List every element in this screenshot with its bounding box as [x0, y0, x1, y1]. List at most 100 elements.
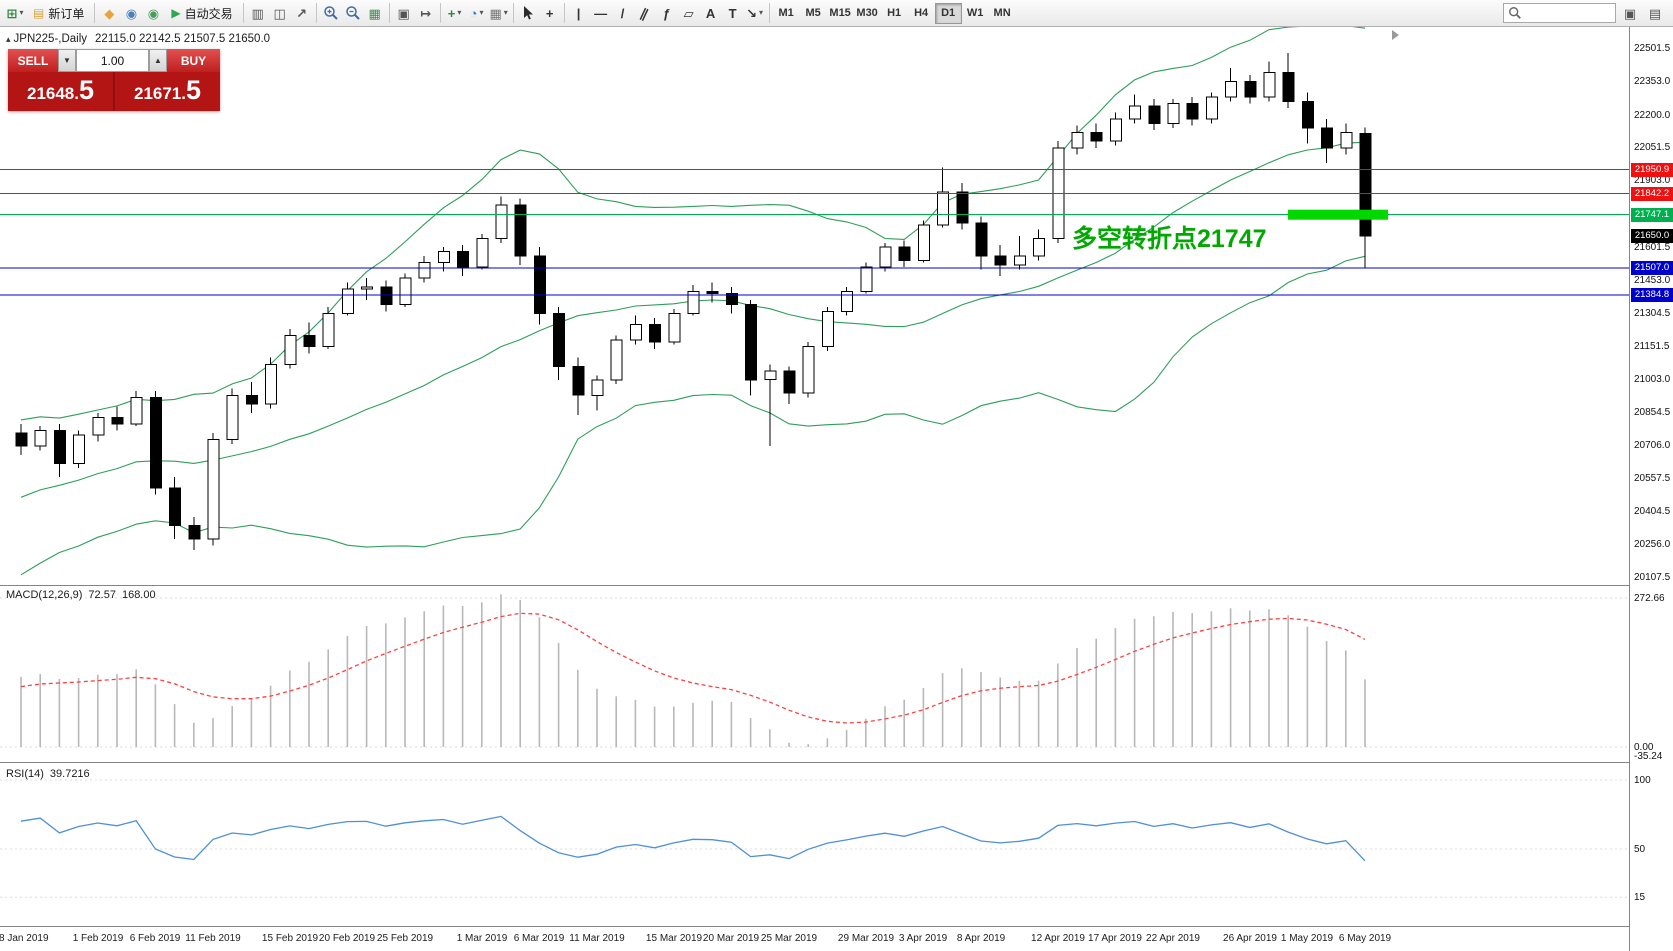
label-icon[interactable]: T	[728, 5, 737, 21]
candle[interactable]	[380, 286, 393, 306]
bollinger-lower-band[interactable]	[20, 255, 1366, 576]
vertical-line-icon[interactable]: |	[576, 5, 581, 21]
candle[interactable]	[245, 394, 258, 405]
text-icon[interactable]: A	[705, 5, 716, 21]
candle[interactable]	[169, 487, 182, 527]
sell-button[interactable]: SELL	[8, 49, 58, 72]
indicators-icon[interactable]: + ▾	[447, 5, 462, 21]
candle[interactable]	[802, 346, 815, 394]
buy-button[interactable]: BUY	[167, 49, 220, 72]
candle[interactable]	[1186, 103, 1199, 120]
candle[interactable]	[476, 237, 489, 268]
panel-separator[interactable]	[0, 762, 1629, 763]
crosshair-icon[interactable]: +	[545, 5, 554, 21]
arrange-windows-icon[interactable]: ▣	[397, 5, 410, 21]
candle[interactable]	[687, 290, 700, 314]
community-icon[interactable]: ◉	[147, 5, 160, 21]
candle[interactable]	[1109, 118, 1122, 142]
candle[interactable]	[994, 255, 1007, 266]
candle[interactable]	[533, 255, 546, 314]
candle[interactable]	[1167, 103, 1180, 124]
candle[interactable]	[53, 430, 66, 465]
new-order-button[interactable]: ▤ 新订单	[26, 2, 91, 24]
candle[interactable]	[1033, 237, 1046, 257]
candle[interactable]	[956, 191, 969, 224]
candle[interactable]	[437, 251, 450, 264]
candle[interactable]	[457, 251, 470, 268]
zoom-in-icon[interactable]	[320, 2, 342, 24]
candle[interactable]	[149, 397, 162, 489]
bar-chart-icon[interactable]: ▥	[251, 5, 264, 21]
highlight-zone[interactable]	[1288, 209, 1388, 220]
candle[interactable]	[226, 394, 239, 440]
candle[interactable]	[111, 416, 124, 425]
sell-price[interactable]: 21648. 5	[8, 72, 113, 111]
candle[interactable]	[1301, 100, 1314, 129]
price-scale[interactable]: 22501.522353.022200.022051.521903.021754…	[1629, 27, 1673, 951]
volume-up-button[interactable]: ▲	[149, 49, 167, 72]
tf-button-m1[interactable]: M1	[778, 7, 794, 19]
chat-icon[interactable]: ▤	[1648, 5, 1662, 21]
tf-button-w1[interactable]: W1	[966, 7, 984, 19]
bollinger-upper-band[interactable]	[20, 27, 1366, 421]
candle[interactable]	[284, 335, 297, 365]
candle[interactable]	[322, 313, 335, 348]
candle[interactable]	[1052, 147, 1065, 239]
candle[interactable]	[764, 370, 777, 381]
candle[interactable]	[649, 324, 662, 343]
new-chart-icon[interactable]: ⊞ ▾	[6, 5, 24, 21]
buy-price[interactable]: 21671. 5	[115, 72, 220, 111]
candle[interactable]	[514, 204, 527, 257]
arrows-icon[interactable]: ↘ ▾	[746, 5, 764, 21]
candle[interactable]	[591, 379, 604, 396]
candle[interactable]	[553, 313, 566, 367]
annotation-text[interactable]: 多空转折点21747	[1072, 224, 1267, 253]
volume-down-button[interactable]: ▼	[58, 49, 76, 72]
tf-button-h4[interactable]: H4	[914, 7, 929, 19]
candle[interactable]	[1282, 72, 1295, 102]
line-chart-icon[interactable]: ↗	[296, 5, 308, 21]
candle[interactable]	[418, 262, 431, 279]
candle[interactable]	[1225, 81, 1238, 98]
fibonacci-icon[interactable]: ƒ	[662, 5, 671, 21]
candle[interactable]	[495, 204, 508, 239]
candle[interactable]	[860, 266, 873, 292]
tf-button-m5[interactable]: M5	[805, 7, 821, 19]
candle[interactable]	[1129, 105, 1142, 120]
horizontal-line-icon[interactable]: —	[594, 5, 608, 21]
candle[interactable]	[399, 277, 412, 306]
tf-button-mn[interactable]: MN	[993, 7, 1011, 19]
candle[interactable]	[73, 434, 86, 465]
trendline-icon[interactable]: /	[620, 5, 625, 21]
candle[interactable]	[1148, 105, 1161, 125]
periods-icon[interactable]: ◔ ▾	[469, 5, 484, 21]
candle[interactable]	[937, 191, 950, 226]
candle[interactable]	[92, 416, 105, 436]
candle[interactable]	[1263, 72, 1276, 98]
shapes-icon[interactable]: ▱	[683, 5, 694, 21]
cursor-icon[interactable]	[517, 2, 539, 24]
rsi-panel[interactable]	[0, 763, 1629, 926]
candle[interactable]	[303, 335, 316, 348]
candle[interactable]	[361, 286, 374, 290]
panel-separator[interactable]	[0, 585, 1629, 586]
macd-panel[interactable]	[0, 586, 1629, 762]
date-axis[interactable]: 28 Jan 2019 1 Feb 2019 6 Feb 2019 11 Feb 20…	[0, 926, 1629, 951]
candle[interactable]	[917, 224, 930, 262]
candle[interactable]	[1244, 81, 1257, 98]
tile-windows-icon[interactable]: ▦	[368, 5, 381, 21]
candle[interactable]	[783, 370, 796, 394]
candle[interactable]	[668, 313, 681, 343]
candle[interactable]	[572, 366, 585, 396]
candle[interactable]	[898, 246, 911, 261]
candle[interactable]	[1340, 131, 1353, 149]
candle[interactable]	[1359, 132, 1372, 237]
candle[interactable]	[821, 310, 834, 348]
candle[interactable]	[188, 525, 201, 540]
search-input[interactable]	[1526, 5, 1612, 21]
candle[interactable]	[1090, 131, 1103, 142]
candle[interactable]	[1321, 127, 1334, 149]
tf-button-m30[interactable]: M30	[856, 7, 878, 19]
volume-input[interactable]: 1.00	[76, 49, 149, 72]
candle[interactable]	[15, 432, 28, 447]
